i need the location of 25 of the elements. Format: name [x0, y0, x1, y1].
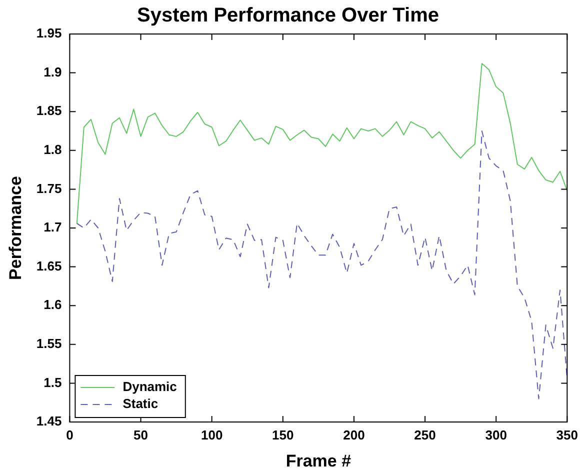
- x-tick-label: 100: [200, 427, 223, 442]
- x-tick-label: 0: [66, 427, 74, 442]
- x-axis-title: Frame #: [286, 451, 352, 470]
- y-tick-label: 1.75: [36, 180, 62, 196]
- y-tick-label: 1.5: [44, 374, 62, 390]
- legend-label: Static: [122, 396, 158, 412]
- line-series: [76, 130, 568, 400]
- y-axis-title: Performance: [6, 176, 25, 280]
- y-tick-label: 1.55: [36, 336, 62, 351]
- chart-title: System Performance Over Time: [136, 4, 440, 27]
- y-tick-label: 1.95: [36, 26, 62, 41]
- y-tick-label: 1.45: [36, 414, 62, 429]
- y-tick-label: 1.85: [36, 103, 62, 118]
- x-tick-label: 250: [414, 427, 436, 442]
- y-tick-label: 1.9: [44, 64, 62, 80]
- x-tick-label: 200: [343, 427, 365, 442]
- x-tick-label: 150: [272, 427, 294, 442]
- x-tick-label: 300: [485, 427, 507, 442]
- x-tick-label: 50: [134, 427, 148, 442]
- x-tick-label: 350: [556, 427, 578, 442]
- y-tick-label: 1.65: [36, 258, 62, 274]
- y-tick-label: 1.7: [44, 220, 62, 235]
- y-tick-label: 1.6: [44, 297, 62, 312]
- y-tick-label: 1.8: [44, 142, 62, 157]
- legend-label: Dynamic: [122, 379, 177, 394]
